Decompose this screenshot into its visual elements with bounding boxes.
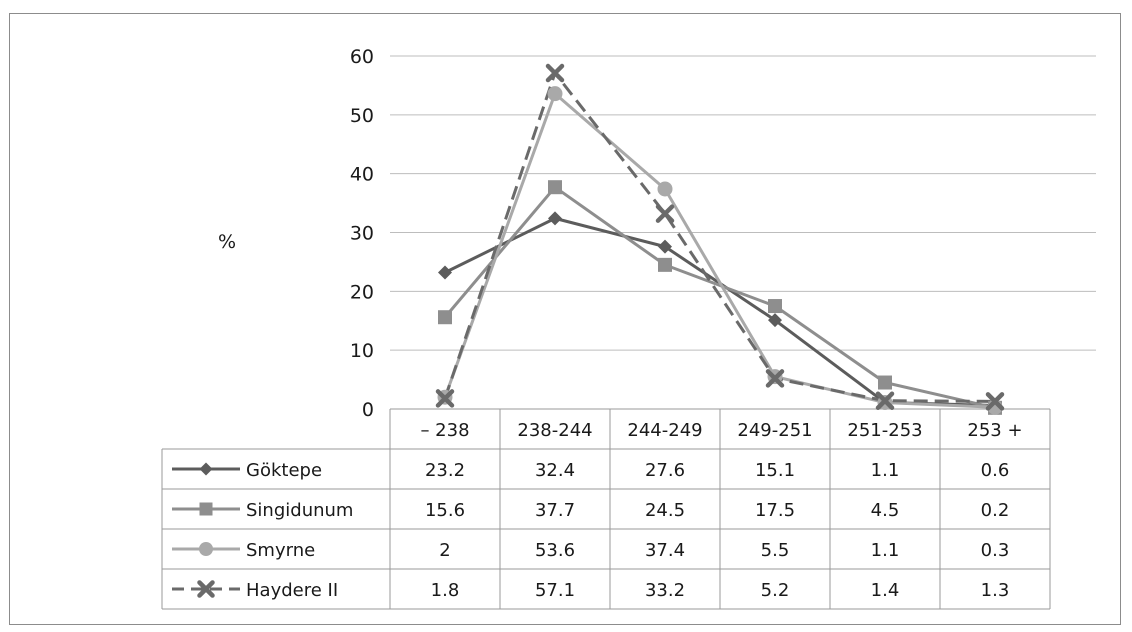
data-point-marker — [658, 257, 672, 272]
table-cell-value: 57.1 — [535, 580, 575, 601]
data-point-marker — [438, 265, 452, 280]
y-tick-label: 30 — [350, 223, 374, 245]
table-cell-value: 0.2 — [981, 500, 1010, 521]
series-line-4 — [443, 71, 996, 403]
gridlines — [390, 55, 1096, 351]
legend-marker — [199, 542, 213, 556]
y-axis-tick-labels: 0 10 20 30 40 50 60 — [350, 46, 374, 421]
legend-marker — [197, 580, 215, 598]
data-point-marker — [438, 310, 452, 325]
table-cell-value: 53.6 — [535, 540, 575, 561]
table-cell-value: 27.6 — [645, 460, 685, 481]
table-cell-value: 0.6 — [981, 460, 1010, 481]
table-cell-value: 5.2 — [761, 580, 790, 601]
legend-series-name: Haydere II — [246, 580, 338, 601]
x-tick-label: 253 + — [967, 420, 1022, 441]
data-point-marker — [985, 392, 1005, 411]
table-cell-value: 5.5 — [761, 540, 790, 561]
data-point-marker — [658, 239, 672, 254]
y-tick-label: 20 — [350, 281, 374, 303]
data-point-marker — [435, 389, 455, 408]
table-cell-value: 4.5 — [871, 500, 900, 521]
legend-series-name: Smyrne — [246, 540, 315, 561]
data-point-marker — [548, 180, 562, 195]
data-point-marker — [657, 181, 673, 197]
series-markers — [435, 63, 1005, 415]
table-cell-value: 37.4 — [645, 540, 685, 561]
x-tick-label: 249-251 — [737, 420, 812, 441]
y-tick-label: 10 — [350, 340, 374, 362]
series-line-1 — [444, 216, 996, 407]
data-point-marker — [768, 299, 782, 314]
table-cell-value: 15.1 — [755, 460, 795, 481]
data-point-marker — [768, 313, 782, 328]
table-cell-value: 24.5 — [645, 500, 685, 521]
table-cell-value: 23.2 — [425, 460, 465, 481]
y-tick-label: 50 — [350, 105, 374, 127]
table-cell-value: 2 — [439, 540, 450, 561]
legend-series-name: Göktepe — [246, 460, 322, 481]
x-tick-label: 238-244 — [517, 420, 592, 441]
table-cell-value: 1.3 — [981, 580, 1010, 601]
table-cell-value: 17.5 — [755, 500, 795, 521]
table-cell-value: 1.8 — [431, 580, 460, 601]
legend-marker — [199, 502, 213, 516]
x-tick-label: 244-249 — [627, 420, 702, 441]
y-axis-label: % — [218, 231, 236, 253]
table-cell-value: 1.1 — [871, 540, 900, 561]
x-tick-label: 251-253 — [847, 420, 922, 441]
series-lines — [443, 71, 996, 410]
data-point-marker — [548, 211, 562, 226]
series-line-3 — [443, 92, 996, 409]
y-tick-label: 60 — [350, 46, 374, 68]
table-cell-value: 1.4 — [871, 580, 900, 601]
table-cell-value: 0.3 — [981, 540, 1010, 561]
table-cell-value: 1.1 — [871, 460, 900, 481]
table-cell-value: 33.2 — [645, 580, 685, 601]
table-cell-value: 37.7 — [535, 500, 575, 521]
data-point-marker — [765, 369, 785, 388]
data-point-marker — [878, 375, 892, 390]
data-point-marker — [545, 63, 565, 83]
data-point-marker — [875, 391, 895, 411]
table-cell-value: 32.4 — [535, 460, 575, 481]
data-table: – 238 238-244 244-249 249-251 251-253 253 + Gö… — [161, 408, 1051, 610]
legend-marker — [199, 462, 213, 476]
y-tick-label: 0 — [362, 399, 374, 421]
x-tick-label: – 238 — [420, 420, 469, 441]
legend-series-name: Singidunum — [246, 500, 353, 521]
data-point-marker — [655, 204, 675, 223]
data-point-marker — [547, 86, 563, 102]
table-cell-value: 15.6 — [425, 500, 465, 521]
y-tick-label: 40 — [350, 164, 374, 186]
